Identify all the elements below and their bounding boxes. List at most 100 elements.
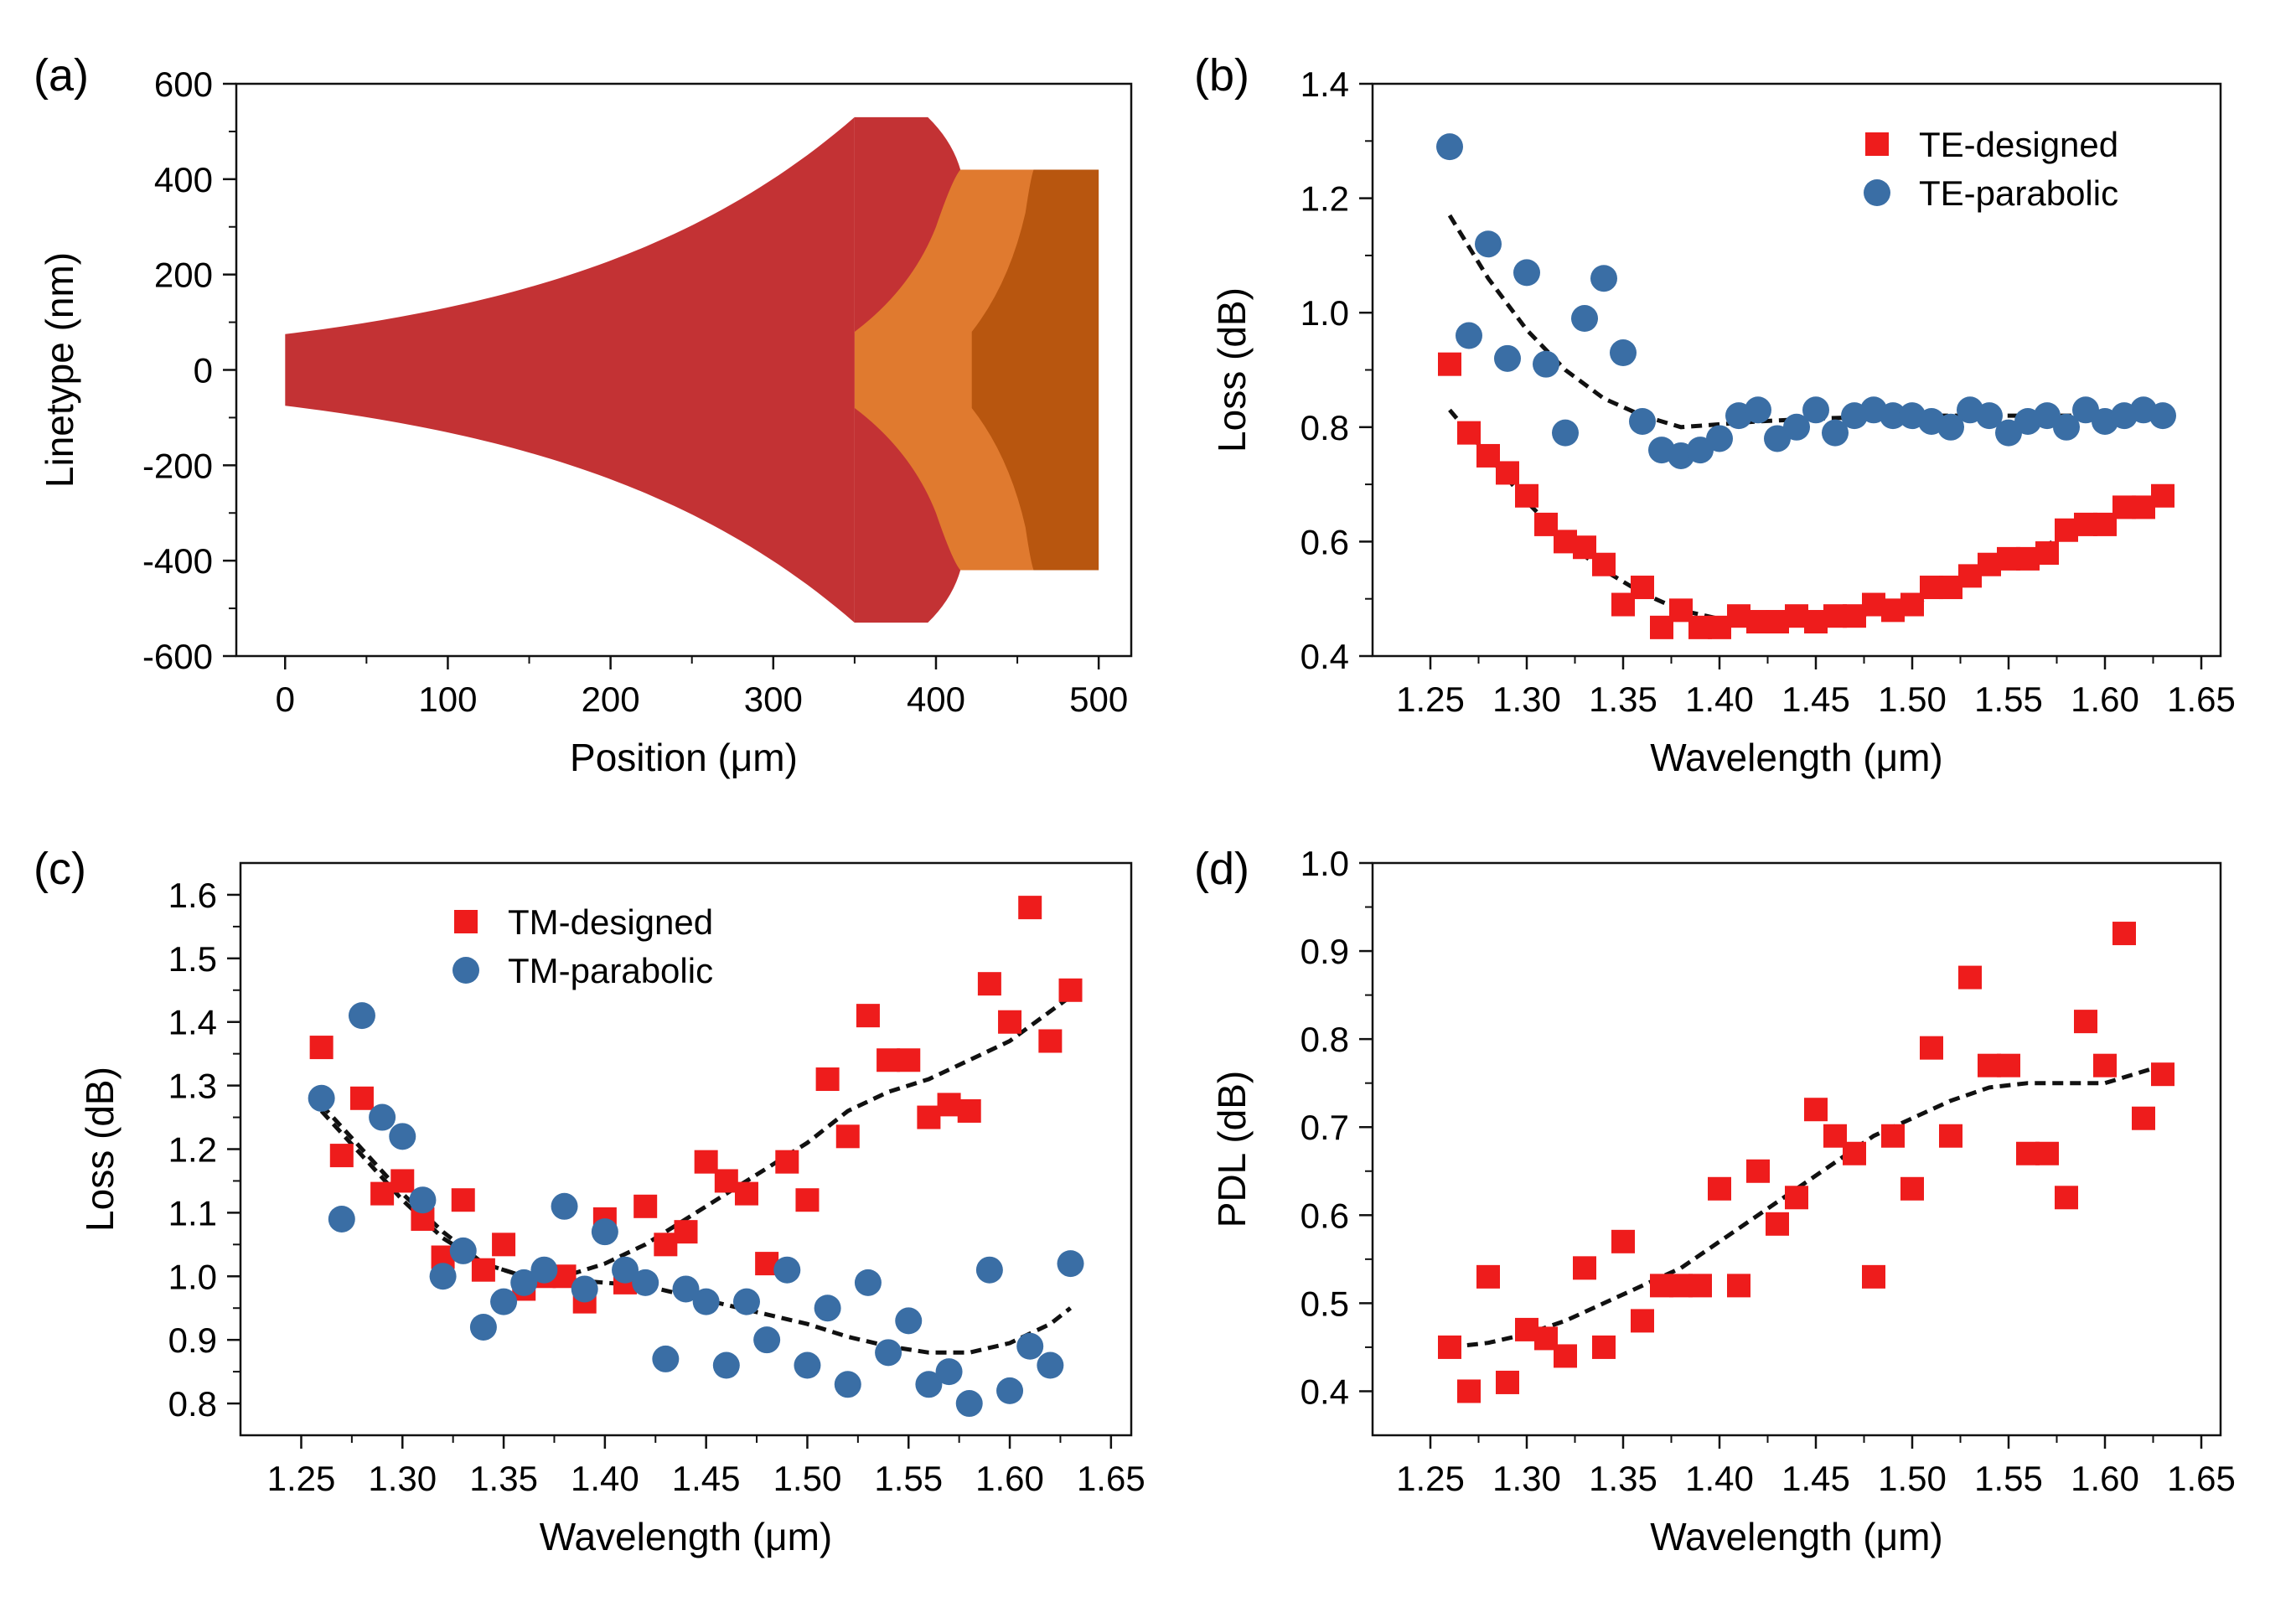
data-point: [1457, 421, 1481, 445]
data-point: [409, 1186, 437, 1214]
y-tick-label: 0.8: [1301, 1020, 1349, 1059]
data-point: [1438, 1335, 1461, 1359]
data-point: [1590, 265, 1617, 292]
data-point: [1436, 133, 1463, 161]
data-point: [571, 1275, 598, 1303]
legend-marker: [452, 957, 479, 984]
y-tick-label: 0.9: [168, 1320, 217, 1360]
data-point: [834, 1371, 861, 1398]
data-point: [349, 1086, 374, 1110]
data-point: [652, 1345, 680, 1372]
data-point: [2149, 402, 2176, 430]
data-point: [1727, 1274, 1750, 1298]
x-axis-title: Position (μm): [570, 736, 798, 779]
data-point: [1995, 419, 2022, 447]
data-point: [1783, 413, 1810, 441]
data-point: [1057, 1250, 1084, 1278]
data-point: [490, 1288, 518, 1315]
series-tm-parabolic: [308, 1002, 1084, 1418]
x-tick-label: 1.35: [1589, 680, 1657, 719]
panel-label: (b): [1194, 50, 1249, 101]
data-point: [794, 1351, 821, 1379]
x-axis-title: Wavelength (μm): [1650, 736, 1942, 779]
y-tick-label: 1.5: [168, 939, 217, 979]
panel-c: (c) 1.25 1.30 1.35 1.40 1.45 1.50 1.55 1.60 1.65 0…: [34, 844, 1145, 1558]
data-point: [1592, 1335, 1616, 1359]
x-tick-label: 1.45: [1781, 1459, 1850, 1498]
data-point: [937, 1093, 961, 1117]
data-point: [530, 1256, 558, 1284]
data-point: [996, 1377, 1024, 1404]
legend-label: TM-parabolic: [508, 951, 713, 990]
y-tick-label: 400: [154, 160, 213, 199]
data-point: [1687, 437, 1714, 464]
data-point: [1494, 344, 1521, 372]
data-point: [1610, 339, 1637, 367]
data-point: [714, 1169, 738, 1193]
data-point: [1018, 896, 1042, 920]
data-point: [551, 1192, 578, 1220]
plot-frame: [1371, 861, 2222, 1437]
y-tick-label: 1.4: [1301, 65, 1349, 104]
y-tick-label: 1.6: [168, 876, 217, 915]
x-tick-label: 1.50: [1878, 1459, 1947, 1498]
data-point: [2132, 1106, 2155, 1130]
data-point: [329, 1144, 354, 1168]
data-point: [856, 1004, 880, 1028]
y-tick-label: 0.8: [1301, 408, 1349, 447]
x-tick-label: 1.30: [1492, 1459, 1561, 1498]
data-point: [469, 1313, 497, 1341]
data-point: [712, 1351, 740, 1379]
x-tick-label: 0: [276, 680, 295, 719]
y-tick-label: 1.0: [168, 1257, 217, 1296]
data-point: [632, 1269, 659, 1296]
y-tick-label: 1.2: [1301, 179, 1349, 219]
data-point: [1631, 1309, 1654, 1333]
data-point: [975, 1256, 1003, 1284]
data-point: [753, 1326, 781, 1354]
data-point: [1881, 1124, 1905, 1148]
data-point: [449, 1237, 477, 1264]
series-pdl: [1438, 922, 2174, 1403]
data-point: [1513, 259, 1540, 287]
data-point: [1785, 1186, 1808, 1210]
legend-label: TE-parabolic: [1919, 173, 2118, 213]
x-tick-label: 1.45: [672, 1459, 741, 1498]
taper-region: [285, 116, 855, 623]
data-point: [2034, 402, 2061, 430]
panel-label: (d): [1194, 844, 1249, 894]
data-point: [895, 1307, 923, 1335]
data-point: [429, 1263, 457, 1290]
data-point: [1900, 1176, 1924, 1201]
data-point: [1920, 1036, 1943, 1060]
data-point: [2055, 1186, 2078, 1210]
data-point: [732, 1288, 760, 1315]
data-point: [654, 1233, 678, 1257]
data-point: [815, 1067, 840, 1092]
data-point: [1764, 425, 1791, 452]
x-tick-label: 1.65: [2167, 1459, 2236, 1498]
data-point: [955, 1390, 983, 1418]
legend-marker: [454, 910, 478, 933]
legend-marker: [1865, 132, 1889, 156]
data-point: [897, 1048, 921, 1072]
y-tick-label: -600: [142, 637, 213, 676]
data-point: [1438, 352, 1461, 376]
y-tick-label: 200: [154, 256, 213, 295]
y-tick-label: 0.8: [168, 1384, 217, 1424]
data-point: [1038, 1029, 1063, 1053]
y-tick-label: -400: [142, 541, 213, 581]
data-point: [1515, 483, 1538, 508]
data-point: [328, 1205, 355, 1233]
panel-d: (d) 1.25 1.30 1.35 1.40 1.45 1.50 1.55 1.60 1.65 0…: [1194, 844, 2236, 1558]
x-tick-label: 1.50: [773, 1459, 842, 1498]
trend-line: [1449, 1063, 2164, 1350]
data-point: [957, 1098, 981, 1123]
x-tick-label: 300: [744, 680, 803, 719]
x-tick-label: 1.35: [1589, 1459, 1657, 1498]
data-point: [692, 1288, 720, 1315]
data-point: [1058, 978, 1083, 1002]
data-point: [1631, 576, 1654, 600]
x-tick-label: 1.55: [874, 1459, 943, 1498]
data-point: [1571, 305, 1598, 333]
